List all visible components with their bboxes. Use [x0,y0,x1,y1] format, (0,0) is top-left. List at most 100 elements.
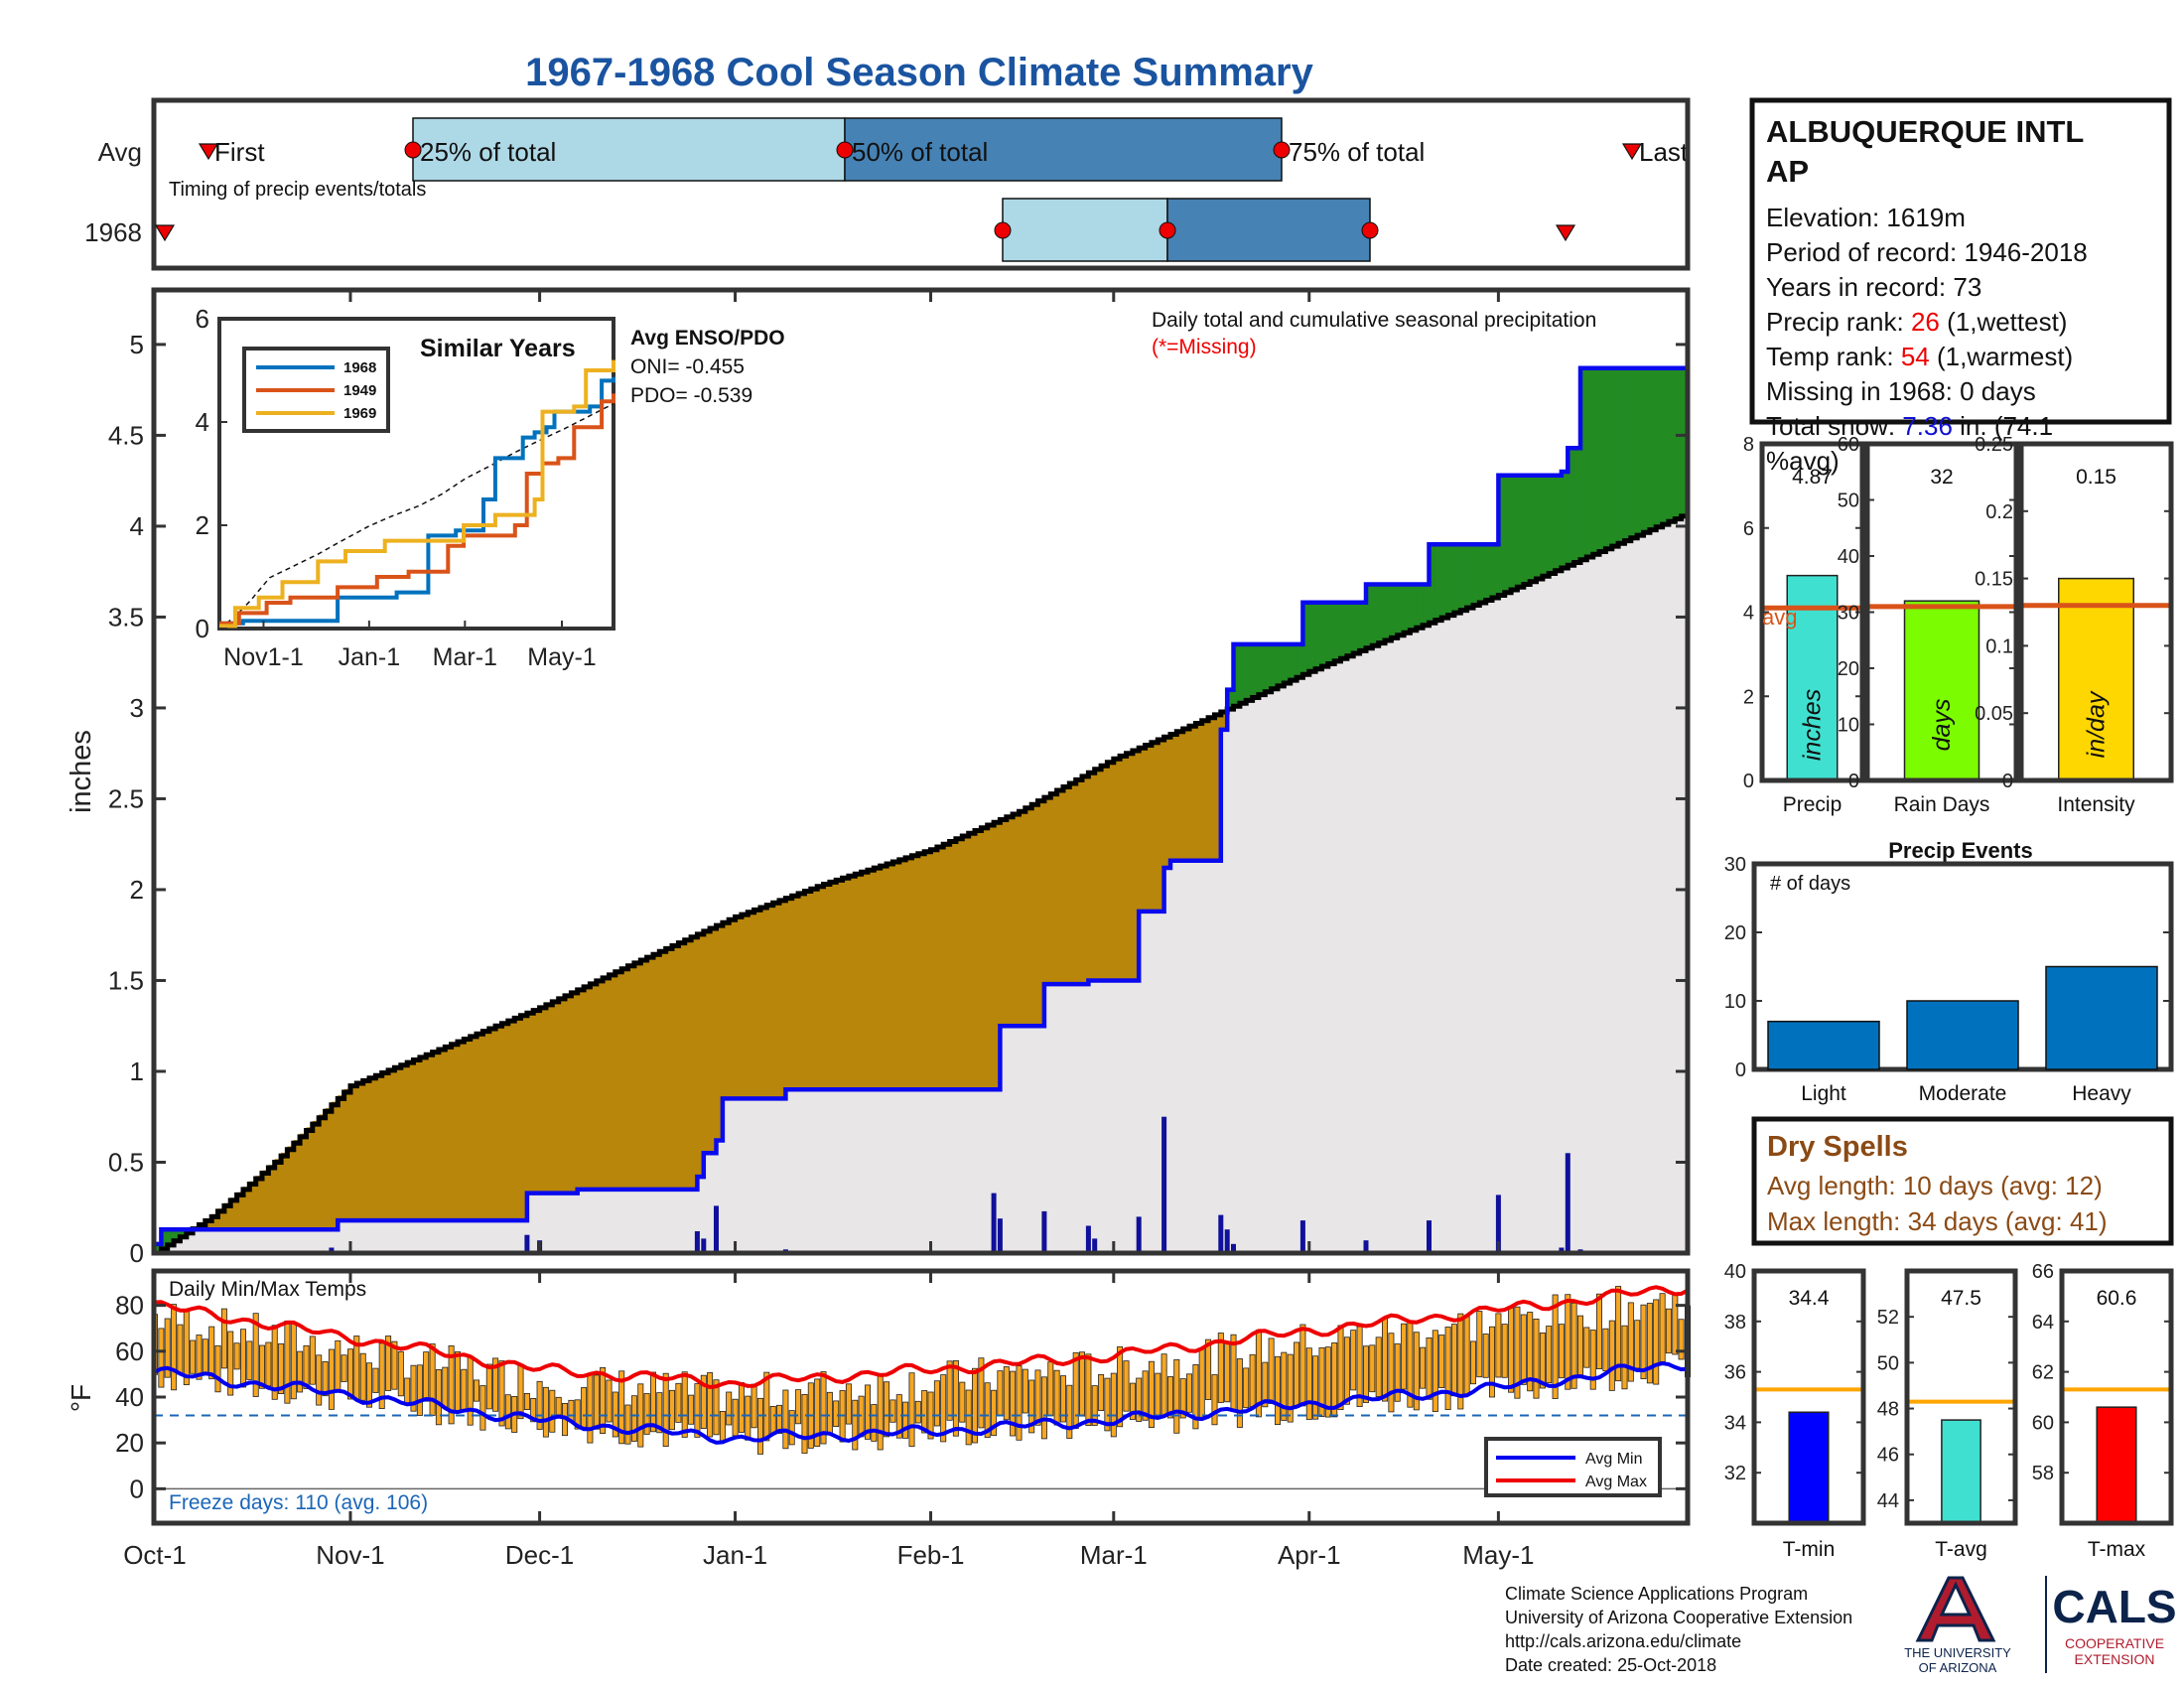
daily-precip-bar [997,1218,1003,1253]
daily-temp-bar [884,1381,890,1438]
topbar-tick-label: 0.05 [1975,703,2013,725]
surplus-area-segment [1599,367,1606,551]
main-plot-border [151,287,1691,1256]
topbar-tick-label: 0 [2002,771,2013,792]
daily-temp-bar [1294,1341,1300,1408]
daily-temp-bar [1621,1325,1628,1390]
daily-temp-bar [1520,1314,1527,1385]
deficit-area-segment [432,1051,440,1220]
daily-temp-bar [1066,1384,1073,1439]
daily-temp-bar [1369,1344,1376,1393]
surplus-area-segment [1385,584,1392,639]
daily-temp-bar [1615,1286,1622,1382]
deficit-area-segment [665,946,673,1190]
footer-line3: http://cals.arizona.edu/climate [1505,1631,1741,1651]
daily-temp-bar [1489,1326,1496,1398]
coop-line2: EXTENSION [2075,1651,2155,1667]
daily-temp-bar [984,1382,991,1438]
deficit-area-segment [306,1127,314,1230]
surplus-area-segment [1239,643,1247,702]
deficit-area-segment [1037,798,1045,1027]
daily-temp-bar [328,1348,335,1410]
daily-temp-bar [1230,1334,1237,1411]
daily-temp-bar [1646,1303,1653,1384]
deficit-area-segment [1220,710,1228,730]
precip-main-panel: 0 0.5 1 1.5 2 2.5 3 3.5 4 4.5 5 Oct-1 Nov-1 Dec-1 Jan-… [66,287,1691,1570]
topbar-value-label: 32 [1930,466,1953,489]
surplus-area-segment [1536,475,1544,578]
deficit-area-segment [722,920,730,1099]
topbar-tick-label: 8 [1743,434,1754,456]
month-tick-label: Oct-1 [123,1540,187,1570]
surplus-area-segment [1233,643,1241,705]
inset-year-line [219,359,615,629]
daily-temp-bar [1659,1293,1666,1362]
daily-temp-bar [385,1336,392,1391]
surplus-area-segment [1252,643,1260,697]
topbar-category-label: Intensity [2057,793,2135,816]
tbar-tick-label: 58 [2032,1463,2054,1484]
daily-temp-bar [833,1400,840,1428]
daily-temp-bar [435,1369,442,1426]
temps-ylabel: °F [66,1384,96,1412]
deficit-area-segment [735,915,743,1099]
daily-temp-bar [335,1339,341,1391]
events-tick-label: 20 [1724,922,1746,944]
deficit-area-segment [1019,809,1026,1027]
dry-avg: Avg length: 10 days (avg: 12) [1767,1171,2103,1200]
main-ytick-label: 0 [130,1238,144,1268]
daily-temp-bar [485,1363,492,1410]
dry-spells-box: Dry Spells Avg length: 10 days (avg: 12)… [1751,1116,2174,1246]
daily-temp-bar [1192,1364,1199,1430]
daily-temp-bar [1305,1347,1312,1420]
daily-temp-bar [618,1370,625,1445]
deficit-area-segment [716,923,724,1141]
daily-temp-bar [1678,1319,1685,1360]
deficit-area-segment [672,944,679,1190]
daily-temp-bar [745,1395,751,1441]
footer-line2: University of Arizona Cooperative Extens… [1505,1608,1852,1627]
deficit-area-segment [507,1019,515,1221]
daily-temp-bar [1444,1327,1451,1410]
timing-year-q1-box [1002,198,1168,262]
tbar-value-label: 47.5 [1941,1287,1981,1310]
surplus-area-segment [1297,643,1304,676]
topbar-tick-label: 4 [1743,603,1754,625]
deficit-area-segment [426,1053,434,1220]
daily-temp-bar [707,1372,714,1438]
deficit-area-segment [205,1218,212,1230]
deficit-area-segment [1069,781,1077,985]
deficit-area-segment [495,1025,503,1220]
inset-xtick-label: May-1 [527,643,596,671]
footer-line1: Climate Science Applications Program [1505,1584,1808,1604]
daily-temp-bar [429,1343,436,1416]
tbar-category-label: T-min [1783,1538,1836,1561]
month-tick-label: Mar-1 [1080,1540,1148,1570]
tbar-frame [2059,1268,2174,1526]
daily-temp-bar [865,1384,872,1440]
surplus-area-segment [1278,643,1285,685]
deficit-area-segment [614,970,622,1190]
daily-temp-bar [795,1389,802,1425]
year-p50-dot [1159,221,1176,239]
events-category-label: Moderate [1919,1082,2007,1105]
deficit-area-segment [640,958,648,1190]
station-missing: Missing in 1968: 0 days [1766,376,2036,406]
daily-temp-bar [549,1389,556,1433]
deficit-area-segment [924,850,932,1090]
temps-axes: 0 20 40 60 80 [115,1271,1688,1523]
daily-temp-bar [1236,1358,1243,1428]
surplus-area-segment [1391,584,1399,637]
deficit-area-segment [703,929,711,1154]
station-name: ALBUQUERQUE INTL [1766,114,2084,149]
inset-average-line [218,402,614,630]
deficit-area-segment [887,863,894,1090]
surplus-area-segment [1246,643,1254,699]
topbar-frame [2018,441,2174,783]
daily-temp-bar [1072,1351,1079,1430]
deficit-area-segment [633,961,641,1190]
deficit-area-segment [968,831,976,1090]
deficit-area-segment [243,1187,250,1230]
topbar-tick-label: 0 [1743,771,1754,792]
daily-temp-bar [933,1380,940,1427]
